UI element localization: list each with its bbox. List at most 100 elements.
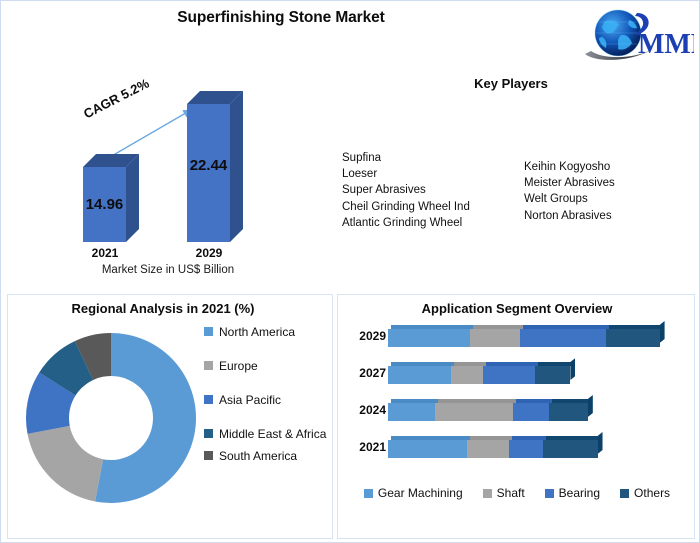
segment-face [388, 403, 435, 421]
cagr-annotation: CAGR 5.2% [81, 75, 152, 122]
regional-analysis-title: Regional Analysis in 2021 (%) [71, 301, 255, 316]
market-size-chart: CAGR 5.2% 14.96 2021 22.4 [61, 76, 351, 286]
key-player-item: Meister Abrasives [524, 177, 615, 190]
segment-face [535, 366, 571, 384]
segment-face [509, 440, 544, 458]
bar-2021-front [83, 167, 126, 242]
segment-face [549, 403, 588, 421]
segment-top [538, 362, 574, 366]
application-bar-year-label: 2029 [359, 329, 386, 343]
application-segment-others [535, 362, 574, 384]
segment-face [470, 329, 520, 347]
application-segment-bearing [513, 399, 552, 421]
segment-top [516, 399, 552, 403]
segment-face [606, 329, 660, 347]
legend-label: Asia Pacific [219, 393, 282, 407]
bar-2021-label: 2021 [91, 246, 119, 260]
application-bar-row: 2021 [338, 432, 678, 458]
segment-top [391, 399, 438, 403]
application-segment-bearing [519, 325, 610, 347]
donut-svg [26, 333, 196, 503]
bar-end-cap [659, 321, 665, 343]
legend-label: North America [219, 325, 296, 339]
segment-face [543, 440, 598, 458]
legend-item-europe: Europe [204, 359, 332, 373]
bar-2021-value: 14.96 [85, 196, 124, 213]
application-segment-title: Application Segment Overview [421, 301, 613, 316]
legend-label: Others [634, 486, 671, 500]
legend-label: Bearing [558, 486, 601, 500]
segment-top [486, 362, 539, 366]
key-player-item: Norton Abrasives [524, 209, 612, 222]
bar-end-cap [570, 358, 576, 380]
application-bar-year-label: 2021 [359, 440, 386, 454]
segment-face [513, 403, 549, 421]
application-bar-row: 2024 [338, 395, 678, 421]
application-segment-shaft [470, 325, 523, 347]
bar-2029-label: 2029 [195, 246, 223, 260]
application-segment-gear-machining [388, 325, 474, 347]
legend-label: Europe [219, 359, 258, 373]
legend-item-asia-pacific: Asia Pacific [204, 393, 332, 407]
key-players-column-right: Keihin Kogyosho Meister Abrasives Welt G… [524, 159, 615, 224]
legend-item-gear-machining: Gear Machining [363, 486, 463, 500]
segment-top [454, 362, 487, 366]
legend-swatch-icon [544, 488, 554, 498]
segment-face [388, 329, 471, 347]
legend-item-bearing: Bearing [544, 486, 601, 500]
bar-end-cap [587, 395, 593, 417]
legend-item-others: Others [620, 486, 670, 500]
bar-2021-top [83, 154, 139, 167]
application-segment-gear-machining [388, 362, 455, 384]
page-title: Superfinishing Stone Market [177, 9, 385, 26]
segment-face [451, 366, 484, 384]
key-players-column-left: Supfina Loeser Super Abrasives Cheil Gri… [342, 150, 470, 231]
bar-2029-top [187, 91, 243, 104]
legend-label: Gear Machining [377, 486, 463, 500]
application-segment-shaft [466, 436, 513, 458]
key-players-title: Key Players [474, 76, 548, 91]
segment-top [512, 436, 547, 440]
application-segment-panel: Application Segment Overview 2029 2027 202… [337, 294, 695, 539]
segment-top [522, 325, 610, 329]
bar-2021-side [126, 154, 139, 242]
application-segment-gear-machining [388, 399, 438, 421]
application-segment-others [543, 436, 601, 458]
legend-label: Middle East & Africa [219, 427, 327, 441]
bar-end-cap [597, 432, 603, 454]
legend-swatch-icon [482, 488, 492, 498]
key-player-item: Supfina [342, 152, 382, 164]
segment-face [388, 440, 467, 458]
bar-2029: 22.44 [187, 91, 243, 242]
application-bar-year-label: 2027 [359, 366, 386, 380]
application-segment-bearing [509, 436, 547, 458]
segment-top [391, 436, 470, 440]
segment-top [391, 325, 474, 329]
globe-swoosh-logo: MMR [585, 9, 700, 60]
application-bar-row: 2029 [338, 321, 678, 347]
segment-top [473, 325, 523, 329]
legend-item-south-america: South America [204, 449, 332, 463]
segment-face [483, 366, 536, 384]
legend-swatch-icon [204, 429, 213, 438]
key-player-item: Keihin Kogyosho [524, 161, 611, 173]
segment-face [388, 366, 452, 384]
application-segment-gear-machining [388, 436, 470, 458]
key-player-item: Cheil Grinding Wheel Ind [342, 200, 470, 213]
bar-2029-front [187, 104, 230, 242]
legend-label: South America [219, 449, 298, 463]
legend-swatch-icon [204, 395, 213, 404]
bar-2029-side [230, 91, 243, 242]
legend-label: Shaft [496, 486, 525, 500]
application-segment-shaft [451, 362, 487, 384]
regional-legend: North America Europe Asia Pacific Middle… [204, 325, 332, 463]
key-player-item: Atlantic Grinding Wheel [342, 216, 463, 229]
application-segment-bearing [483, 362, 539, 384]
application-bar-year-label: 2024 [359, 403, 386, 417]
application-bar-row: 2027 [338, 358, 678, 384]
segment-top [437, 399, 517, 403]
bar-2021: 14.96 [83, 154, 139, 242]
legend-item-shaft: Shaft [482, 486, 525, 500]
application-segment-shaft [434, 399, 517, 421]
